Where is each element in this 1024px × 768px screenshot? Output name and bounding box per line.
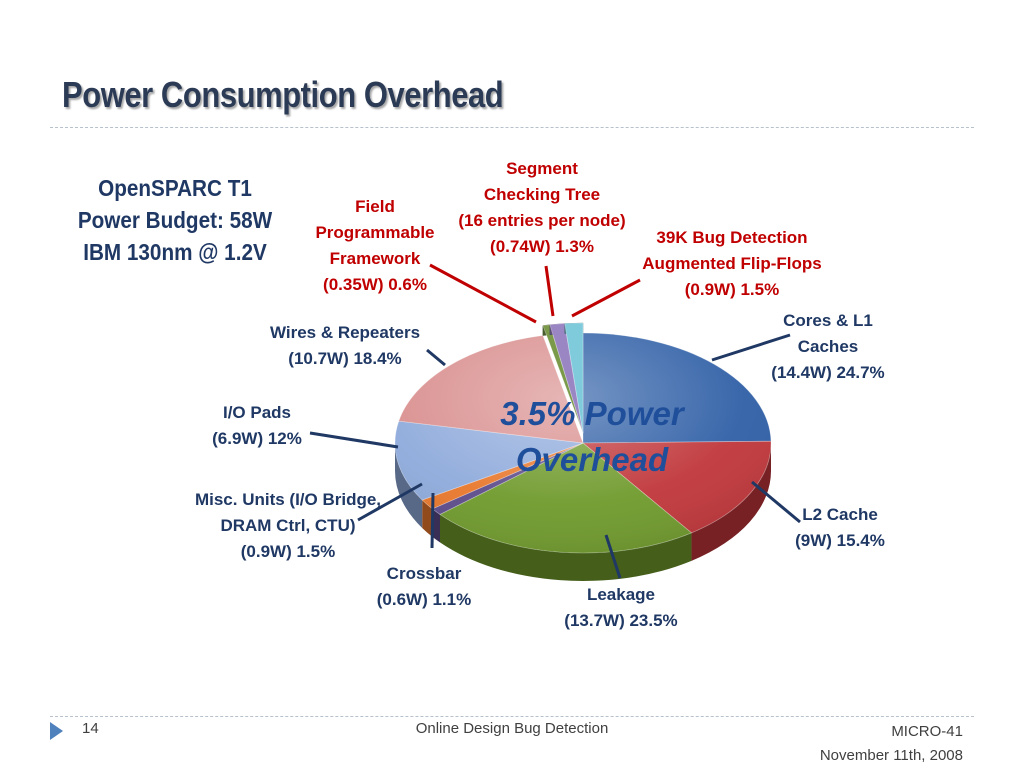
- footer-divider: [50, 716, 974, 717]
- slice-label-line: Crossbar: [387, 564, 462, 583]
- slice-label-line: (9W) 15.4%: [795, 531, 885, 550]
- slice-label-line: I/O Pads: [223, 403, 291, 422]
- footer-date: November 11th, 2008: [819, 747, 963, 764]
- slide-title: Power Consumption Overhead: [62, 74, 504, 115]
- center-annotation-line: Overhead: [516, 441, 669, 478]
- slice-label-line: Wires & Repeaters: [270, 323, 420, 342]
- page-number: 14: [82, 720, 99, 737]
- footer-venue: MICRO-41 November 11th, 2008: [820, 720, 963, 768]
- slice-label-line: Cores & L1: [783, 311, 873, 330]
- center-annotation: 3.5% Power Overhead: [500, 395, 686, 478]
- leader-line: [430, 492, 435, 549]
- title-divider: [50, 127, 974, 128]
- pie-slice-side: [395, 443, 423, 528]
- slice-label-line: (0.35W) 0.6%: [323, 275, 427, 294]
- info-line: Power Budget: 58W: [77, 207, 273, 233]
- slice-label-line: (0.9W) 1.5%: [241, 542, 335, 561]
- slice-label: I/O Pads (6.9W) 12%: [212, 403, 302, 448]
- slice-label: Cores & L1 Caches (14.4W) 24.7%: [771, 311, 884, 382]
- slice-label-line: Caches: [798, 337, 858, 356]
- leader-line: [429, 263, 537, 324]
- slice-label-line: (6.9W) 12%: [212, 429, 302, 448]
- slice-label-line: L2 Cache: [802, 505, 878, 524]
- pie-slice-side: [422, 499, 433, 537]
- slice-label-line: Programmable: [315, 223, 434, 242]
- leader-line: [711, 333, 791, 362]
- center-annotation-line: 3.5% Power: [500, 395, 686, 432]
- slice-label-line: (10.7W) 18.4%: [288, 349, 401, 368]
- slice-label-line: Augmented Flip-Flops: [642, 254, 821, 273]
- info-line: IBM 130nm @ 1.2V: [83, 239, 267, 265]
- leader-line: [309, 431, 399, 449]
- pie-slice: [564, 322, 584, 434]
- slice-label: Misc. Units (I/O Bridge, DRAM Ctrl, CTU) (…: [195, 490, 381, 561]
- bullet-arrow-icon: [50, 722, 63, 740]
- leader-line: [571, 278, 641, 318]
- slice-label: Leakage (13.7W) 23.5%: [564, 585, 677, 630]
- slice-label-line: Framework: [330, 249, 421, 268]
- slice-label-line: Segment: [506, 159, 578, 178]
- leader-line: [357, 482, 423, 522]
- pie-slice-side: [439, 514, 692, 581]
- slice-label-line: (0.74W) 1.3%: [490, 237, 594, 256]
- pie-gloss: [395, 333, 771, 553]
- leader-line: [751, 480, 801, 524]
- slice-label-line: Misc. Units (I/O Bridge,: [195, 490, 381, 509]
- slice-label-line: (16 entries per node): [458, 211, 625, 230]
- slice-label-line: Field: [355, 197, 395, 216]
- slice-label-line: Leakage: [587, 585, 655, 604]
- leader-line: [544, 265, 555, 317]
- slice-label-line: (0.9W) 1.5%: [685, 280, 779, 299]
- slice-label: Crossbar (0.6W) 1.1%: [377, 564, 471, 609]
- leader-line: [426, 348, 446, 367]
- info-line: OpenSPARC T1: [98, 175, 252, 201]
- slice-label-line: (14.4W) 24.7%: [771, 363, 884, 382]
- slice-label: 39K Bug Detection Augmented Flip-Flops (0.…: [642, 228, 821, 299]
- slice-label-line: Checking Tree: [484, 185, 600, 204]
- footer-conference: MICRO-41: [891, 723, 963, 740]
- slice-label: Wires & Repeaters (10.7W) 18.4%: [270, 323, 420, 368]
- slice-label: L2 Cache (9W) 15.4%: [795, 505, 885, 550]
- footer-title: Online Design Bug Detection: [415, 720, 609, 737]
- slice-label: Segment Checking Tree (16 entries per node…: [458, 159, 625, 256]
- slice-label-line: DRAM Ctrl, CTU): [220, 516, 355, 535]
- leader-line: [604, 534, 622, 579]
- power-pie-chart: Cores & L1 Caches (14.4W) 24.7% L2 Cache (9W…: [195, 159, 885, 630]
- pie-slice-side: [691, 443, 771, 561]
- slice-label-line: (13.7W) 23.5%: [564, 611, 677, 630]
- chip-info: OpenSPARC T1 Power Budget: 58W IBM 130nm…: [40, 172, 310, 268]
- slice-label-line: 39K Bug Detection: [656, 228, 807, 247]
- slice-label: Field Programmable Framework (0.35W) 0.6%: [315, 197, 434, 294]
- slice-label-line: (0.6W) 1.1%: [377, 590, 471, 609]
- pie-slice-side: [432, 508, 440, 543]
